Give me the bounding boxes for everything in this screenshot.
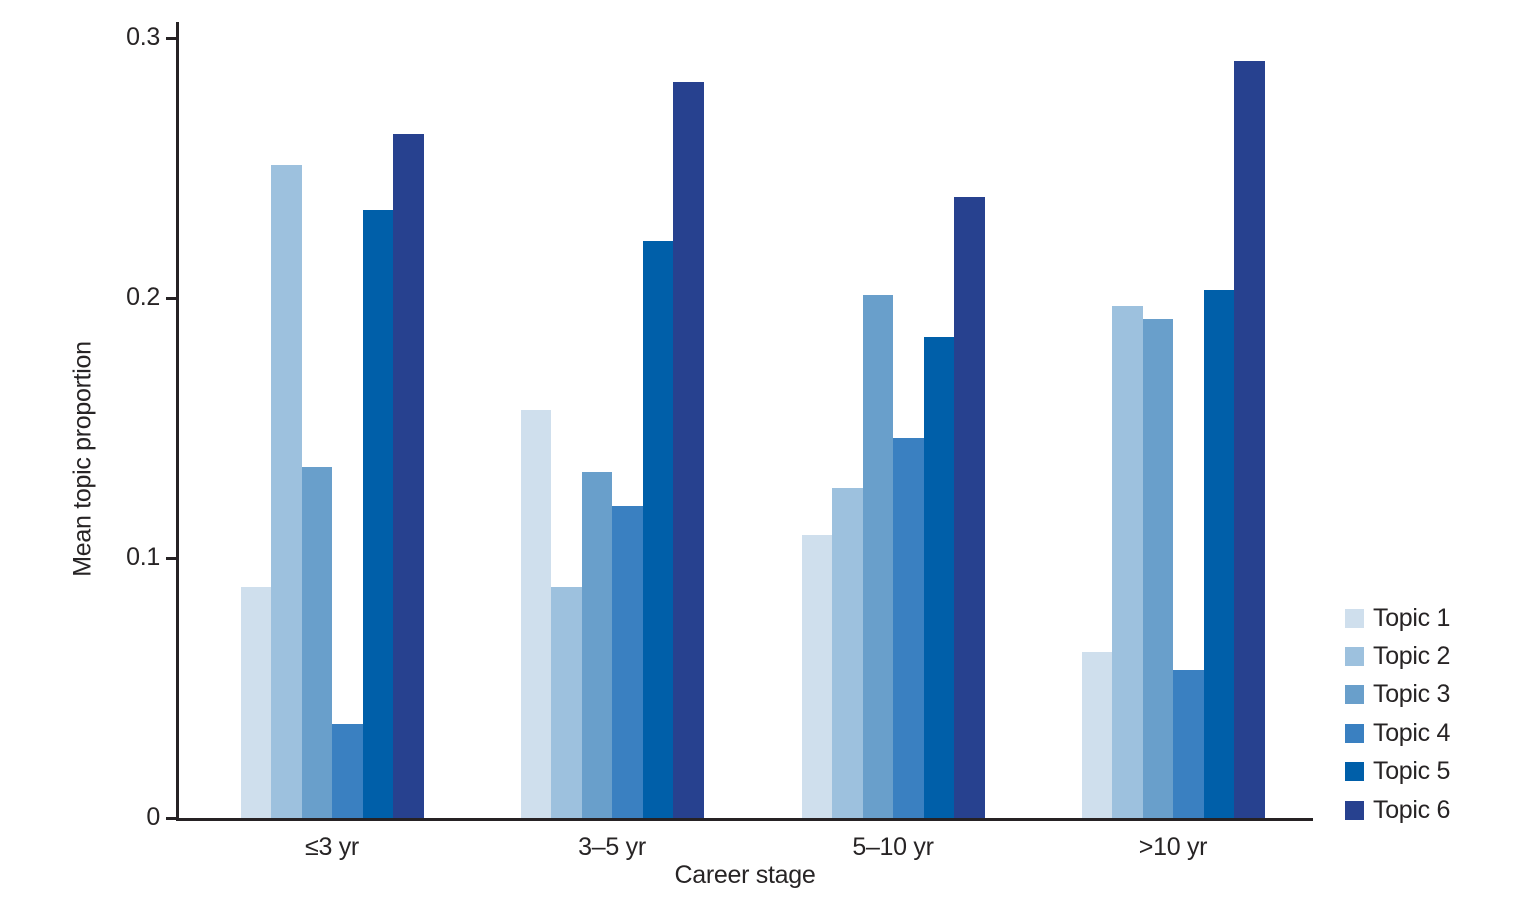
legend-swatch	[1345, 762, 1364, 782]
bar-topic-5-1	[362, 209, 393, 818]
bar-topic-5-3	[923, 337, 954, 818]
legend-item-topic-3: Topic 3	[1345, 676, 1450, 714]
x-axis-title: Career stage	[674, 861, 816, 889]
y-tick-label: 0.1	[126, 543, 160, 571]
x-axis-line	[176, 818, 1313, 821]
legend: Topic 1 Topic 2 Topic 3 Topic 4 Topic 5 Topic…	[1345, 599, 1450, 829]
legend-swatch	[1345, 608, 1364, 628]
legend-label: Topic 6	[1373, 795, 1451, 824]
bar-topic-6-2	[673, 82, 704, 818]
bar-topic-6-4	[1234, 61, 1265, 818]
bar-topic-5-4	[1203, 290, 1234, 818]
legend-item-topic-4: Topic 4	[1345, 714, 1450, 752]
legend-item-topic-5: Topic 5	[1345, 753, 1450, 791]
y-tick-mark	[166, 297, 177, 300]
y-tick-mark	[166, 37, 177, 40]
bar-topic-1-4	[1081, 651, 1112, 818]
legend-swatch	[1345, 647, 1364, 667]
legend-label: Topic 2	[1373, 642, 1451, 671]
bar-topic-2-1	[271, 165, 302, 818]
legend-swatch	[1345, 800, 1364, 820]
legend-swatch	[1345, 723, 1364, 743]
x-category-label: 3–5 yr	[578, 833, 646, 861]
bar-topic-4-2	[612, 506, 643, 818]
legend-item-topic-1: Topic 1	[1345, 599, 1450, 637]
bar-topic-3-2	[581, 472, 612, 818]
bar-topic-2-2	[551, 586, 582, 818]
bar-topic-2-4	[1112, 305, 1143, 818]
bar-topic-1-2	[520, 409, 551, 818]
bar-topic-3-4	[1142, 318, 1173, 818]
y-tick-label: 0.3	[126, 23, 160, 51]
bar-topic-3-3	[862, 295, 893, 818]
bar-topic-2-3	[832, 487, 863, 818]
y-tick-mark	[166, 557, 177, 560]
legend-label: Topic 5	[1373, 757, 1451, 786]
bar-topic-3-1	[301, 467, 332, 818]
legend-item-topic-2: Topic 2	[1345, 637, 1450, 675]
y-axis-line	[176, 22, 179, 821]
bar-topic-5-2	[642, 240, 673, 818]
bar-topic-1-1	[240, 586, 271, 818]
y-tick-mark	[166, 817, 177, 820]
legend-label: Topic 3	[1373, 680, 1451, 709]
y-tick-label: 0	[146, 803, 160, 831]
x-category-label: >10 yr	[1138, 833, 1208, 861]
bar-topic-4-4	[1173, 669, 1204, 818]
x-category-label: ≤3 yr	[305, 833, 359, 861]
bar-topic-4-1	[332, 724, 363, 818]
legend-label: Topic 4	[1373, 718, 1451, 747]
bar-topic-4-3	[893, 438, 924, 818]
bar-topic-1-3	[801, 534, 832, 818]
legend-item-topic-6: Topic 6	[1345, 791, 1450, 829]
legend-label: Topic 1	[1373, 603, 1451, 632]
bar-topic-6-3	[954, 196, 985, 818]
y-axis-title: Mean topic proportion	[68, 341, 97, 577]
x-category-label: 5–10 yr	[852, 833, 934, 861]
legend-swatch	[1345, 685, 1364, 705]
bar-topic-6-1	[393, 134, 424, 818]
y-tick-label: 0.2	[126, 283, 160, 311]
